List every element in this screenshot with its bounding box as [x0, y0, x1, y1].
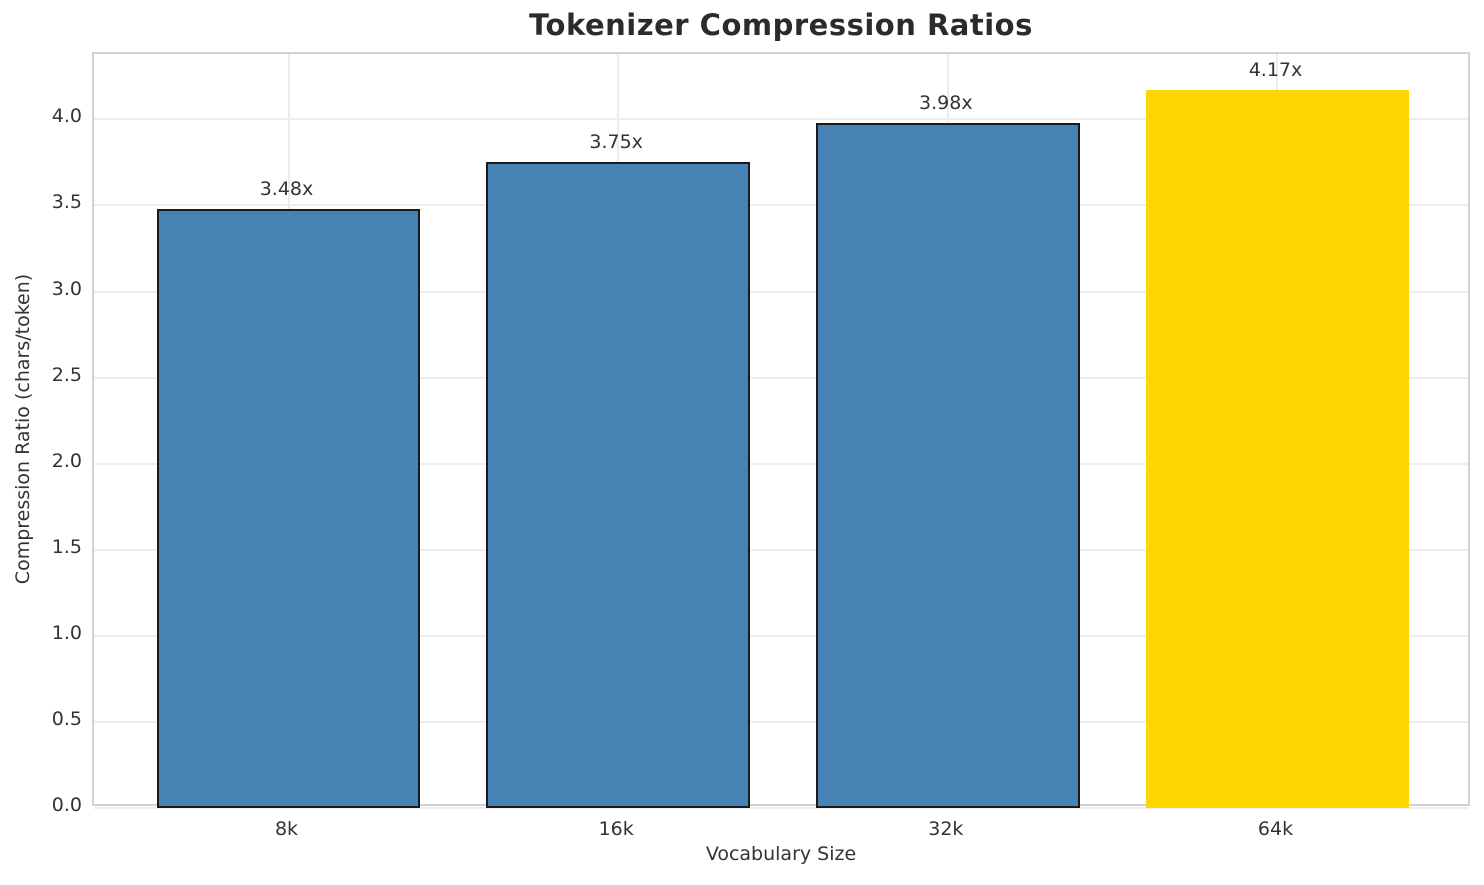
gridline-h [94, 634, 1468, 637]
y-tick-label: 0.0 [51, 794, 82, 816]
x-axis-label: Vocabulary Size [705, 843, 857, 865]
y-tick-label: 3.5 [51, 191, 82, 214]
bar-value-label: 4.17x [1248, 59, 1303, 82]
bar [1145, 90, 1410, 808]
gridline-h [94, 376, 1468, 379]
bar [486, 162, 751, 808]
bar-value-label: 3.48x [259, 177, 314, 200]
y-tick-label: 2.0 [51, 449, 82, 472]
gridline-h [94, 204, 1468, 207]
gridline-h [94, 720, 1468, 723]
gridline-h [94, 118, 1468, 121]
gridline-h [94, 807, 1468, 809]
y-tick-label: 0.5 [51, 707, 82, 730]
x-tick-label: 32k [928, 818, 964, 840]
chart-title: Tokenizer Compression Ratios [529, 8, 1033, 42]
x-tick-label: 8k [274, 818, 299, 840]
y-axis-label: Compression Ratio (chars/token) [12, 273, 34, 585]
gridline-h [94, 462, 1468, 465]
y-tick-label: 2.5 [51, 363, 82, 386]
plot-area [92, 52, 1470, 809]
bar-value-label: 3.98x [919, 91, 973, 114]
y-tick-label: 3.0 [51, 277, 82, 300]
bar-value-label: 3.75x [589, 131, 643, 154]
gridline-h [94, 290, 1468, 293]
bar [815, 122, 1080, 808]
x-tick-label: 16k [598, 818, 634, 840]
y-tick-label: 4.0 [51, 105, 82, 128]
bar [156, 208, 421, 808]
y-tick-label: 1.0 [51, 621, 82, 644]
y-tick-label: 1.5 [51, 535, 82, 558]
gridline-h [94, 548, 1468, 551]
x-tick-label: 64k [1257, 818, 1294, 840]
